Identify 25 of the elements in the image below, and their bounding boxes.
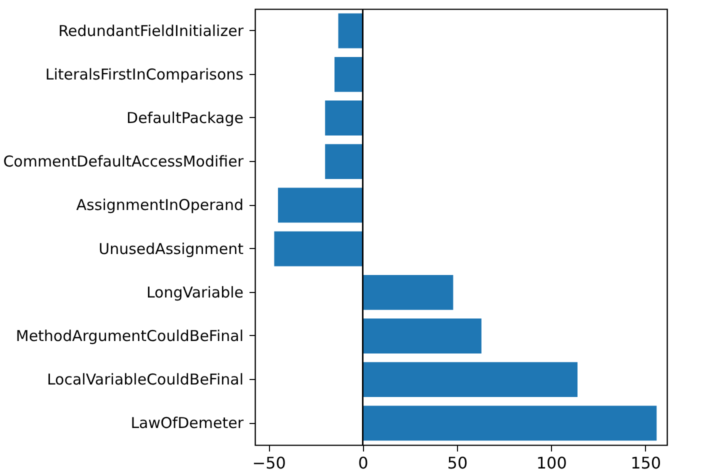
bar	[362, 406, 657, 441]
y-tick-label: UnusedAssignment	[98, 240, 244, 258]
y-tick-label: MethodArgumentCouldBeFinal	[16, 327, 244, 345]
y-tick-label: DefaultPackage	[126, 109, 244, 127]
y-tick-label: LocalVariableCouldBeFinal	[46, 370, 244, 389]
x-tick-label: 150	[630, 454, 662, 472]
bar	[274, 231, 363, 266]
y-tick-label: RedundantFieldInitializer	[58, 22, 244, 40]
x-tick-label: 100	[536, 454, 567, 472]
y-tick-label: LiteralsFirstInComparisons	[45, 65, 244, 84]
y-tick-label: LongVariable	[146, 283, 244, 302]
y-tick-label: LawOfDemeter	[130, 414, 244, 432]
x-tick-label: 50	[447, 454, 468, 472]
bar	[362, 318, 482, 354]
bar	[334, 56, 363, 92]
x-tick-label: −50	[252, 454, 286, 472]
y-tick-label: AssignmentInOperand	[76, 196, 244, 214]
y-tick-label: CommentDefaultAccessModifier	[3, 152, 244, 171]
bar	[362, 362, 578, 398]
bar	[362, 274, 454, 310]
x-tick-label: 0	[358, 454, 368, 472]
bar	[325, 144, 363, 180]
bar	[325, 100, 363, 136]
bar	[278, 188, 363, 223]
bar	[338, 13, 363, 48]
